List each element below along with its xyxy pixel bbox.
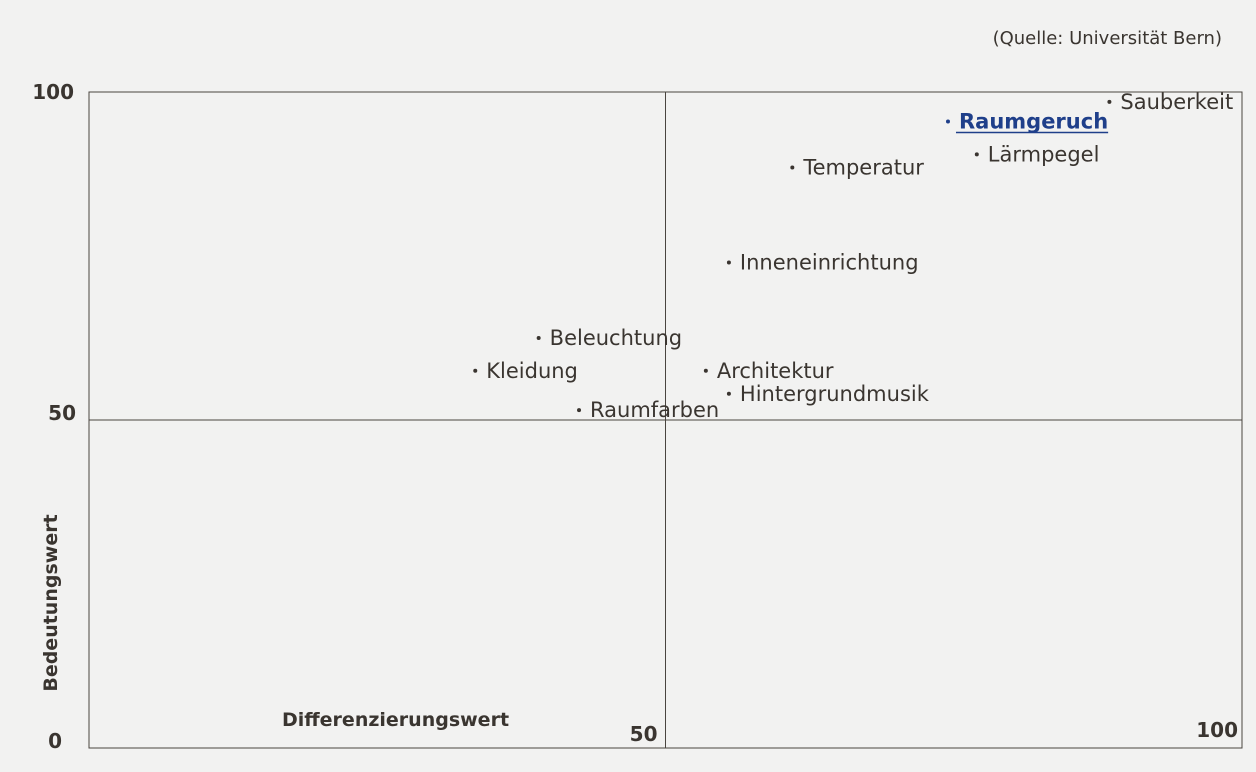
point-marker bbox=[726, 260, 731, 265]
y-tick-label: 100 bbox=[32, 80, 74, 104]
point-marker bbox=[703, 368, 708, 373]
point-marker bbox=[577, 408, 582, 413]
y-tick-label: 50 bbox=[48, 401, 76, 425]
data-point: Inneneinrichtung bbox=[726, 251, 919, 275]
x-axis-label: Differenzierungswert bbox=[282, 709, 509, 731]
source-note: (Quelle: Universität Bern) bbox=[992, 28, 1222, 49]
data-point: Sauberkeit bbox=[1107, 90, 1233, 114]
point-label: Kleidung bbox=[486, 359, 578, 383]
y-tick-label: 0 bbox=[48, 729, 62, 753]
data-point: Beleuchtung bbox=[536, 326, 682, 350]
data-point: Kleidung bbox=[473, 359, 578, 383]
data-point: Raumgeruch bbox=[945, 110, 1109, 134]
point-label: Temperatur bbox=[802, 155, 924, 179]
point-marker bbox=[726, 391, 731, 396]
point-marker bbox=[945, 119, 950, 124]
point-label: Lärmpegel bbox=[988, 142, 1100, 166]
data-point: Architektur bbox=[703, 359, 834, 383]
point-marker bbox=[790, 165, 795, 170]
point-marker bbox=[473, 368, 478, 373]
data-point: Hintergrundmusik bbox=[726, 382, 930, 406]
data-point: Temperatur bbox=[790, 155, 924, 179]
point-marker bbox=[974, 152, 979, 157]
point-label: Raumgeruch bbox=[959, 110, 1108, 134]
data-point: Raumfarben bbox=[577, 398, 719, 422]
x-tick-label: 50 bbox=[630, 722, 658, 746]
y-axis-label: Bedeutungswert bbox=[40, 514, 62, 691]
point-marker bbox=[1107, 99, 1112, 104]
point-marker bbox=[536, 336, 541, 340]
point-label: Sauberkeit bbox=[1120, 90, 1233, 114]
point-label: Raumfarben bbox=[590, 398, 719, 422]
x-tick-label: 100 bbox=[1196, 718, 1238, 742]
point-label: Architektur bbox=[717, 359, 834, 383]
point-label: Inneneinrichtung bbox=[740, 251, 919, 275]
data-point: Lärmpegel bbox=[974, 142, 1100, 166]
point-label: Beleuchtung bbox=[550, 326, 682, 350]
point-label: Hintergrundmusik bbox=[740, 382, 930, 406]
